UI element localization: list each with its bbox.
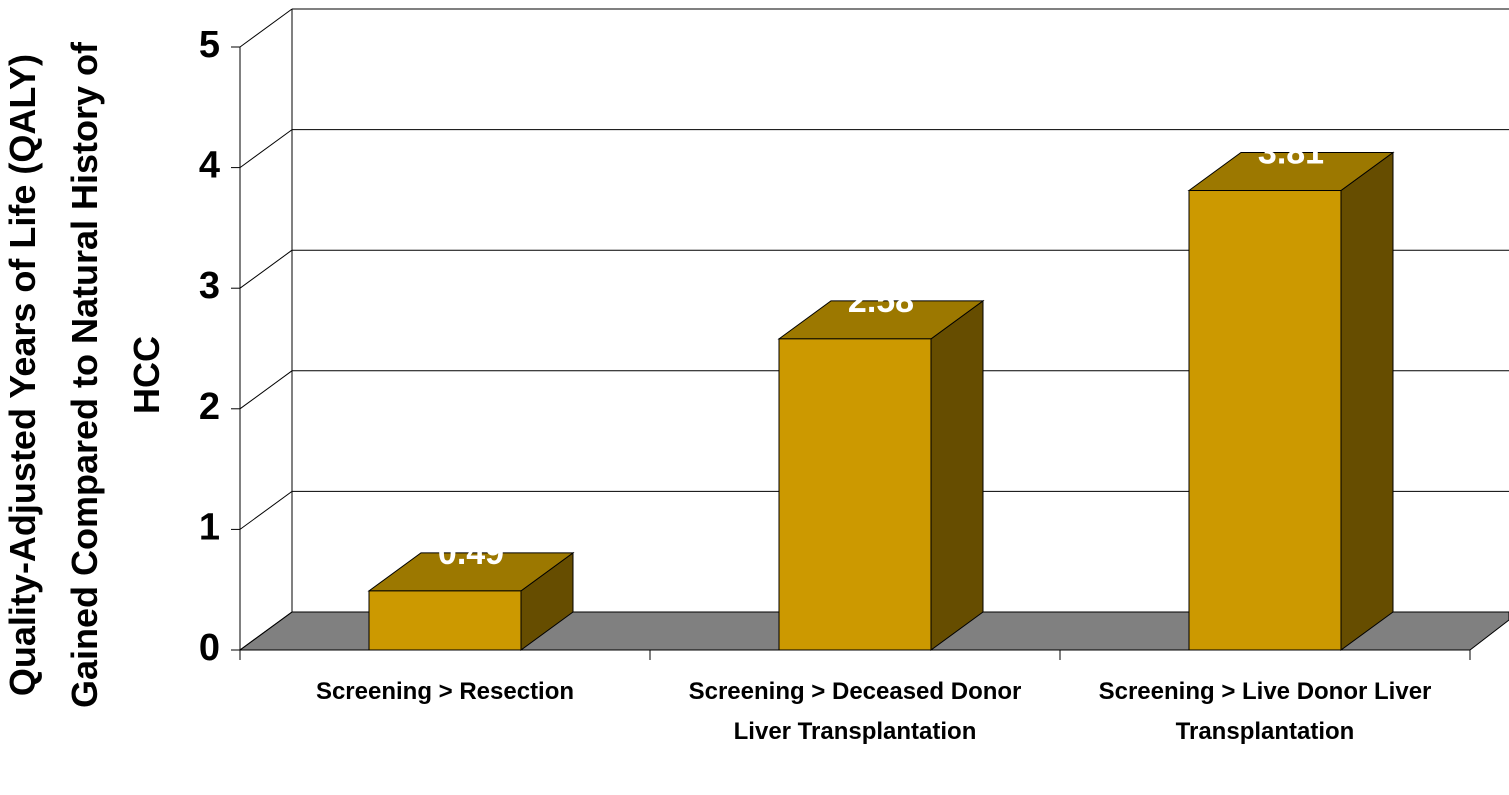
x-label-box: Screening > Live Donor Liver Transplanta… <box>1098 678 1432 745</box>
x-tick-label: Screening > Live Donor Liver Transplanta… <box>1098 678 1432 745</box>
side-grid-line <box>239 490 293 530</box>
bar-side <box>930 299 984 651</box>
y-axis-title: Quality-Adjusted Years of Life (QALY) Ga… <box>2 41 167 709</box>
value-label: 0.49 <box>438 534 504 572</box>
side-grid-line <box>239 8 293 48</box>
y-tick-label: 0 <box>199 627 220 669</box>
value-label: 2.58 <box>848 282 914 320</box>
y-tick-label: 2 <box>199 386 220 428</box>
x-label-box: Screening > Deceased Donor Liver Transpl… <box>688 678 1022 745</box>
x-label-box: Screening > Resection <box>315 678 575 705</box>
bar <box>778 338 932 651</box>
side-grid-line <box>239 129 293 169</box>
x-tick-label: Screening > Resection <box>315 678 575 705</box>
y-tick-label: 4 <box>199 145 220 187</box>
bar <box>1188 190 1342 651</box>
side-grid-line <box>239 611 293 651</box>
bar <box>368 590 522 651</box>
bar-side <box>1340 151 1394 651</box>
y-title-box: Quality-Adjusted Years of Life (QALY) Ga… <box>2 41 167 709</box>
x-tick-label: Screening > Deceased Donor Liver Transpl… <box>688 678 1022 745</box>
value-label: 3.81 <box>1258 133 1324 171</box>
side-grid-line <box>239 370 293 410</box>
y-tick-label: 1 <box>199 506 220 548</box>
y-tick-label: 5 <box>199 24 220 66</box>
y-tick-label: 3 <box>199 265 220 307</box>
side-grid-line <box>239 249 293 289</box>
